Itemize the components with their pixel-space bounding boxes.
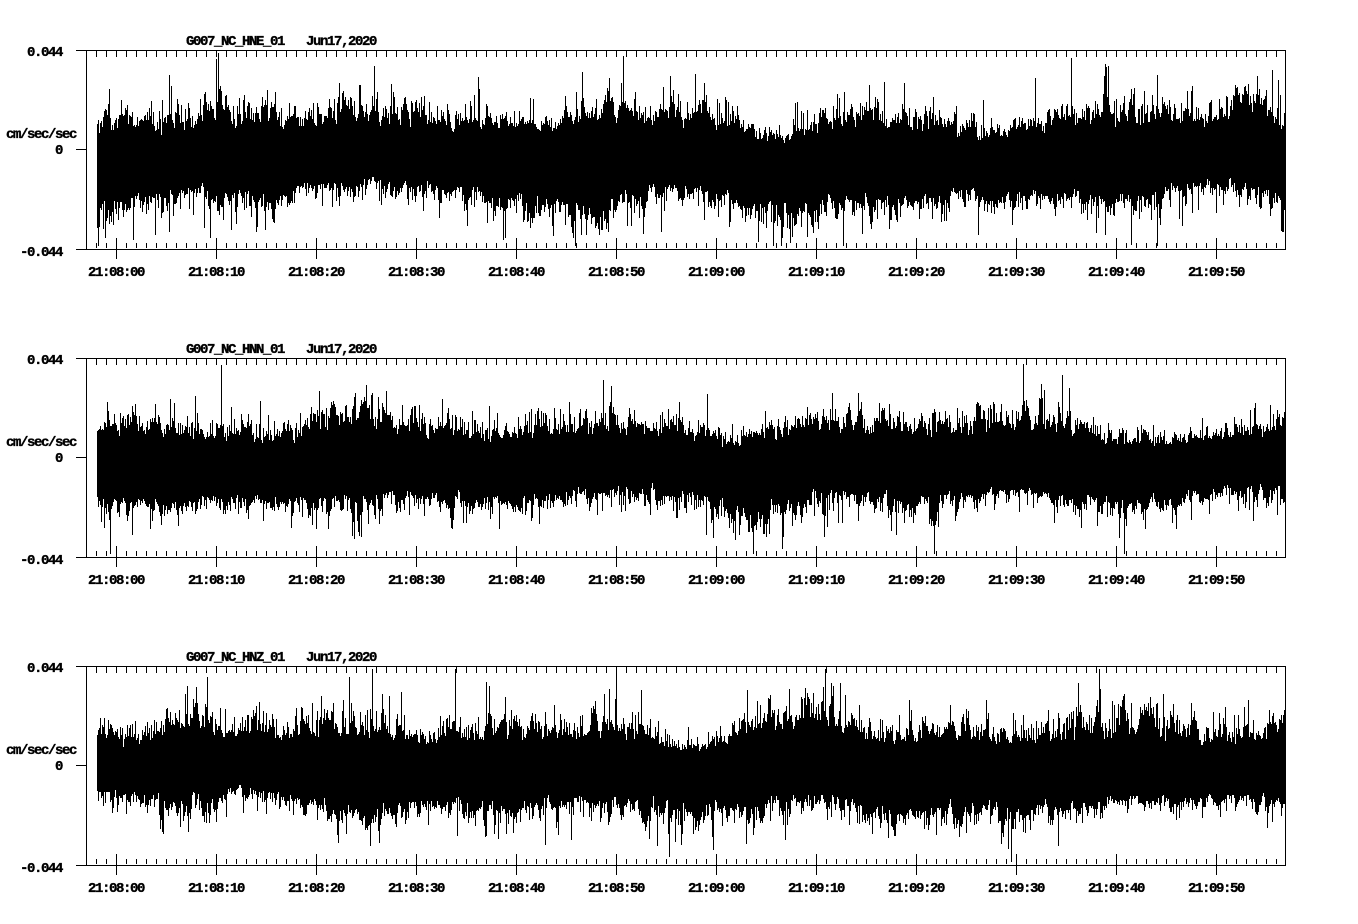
svg-text:0: 0 <box>55 451 63 467</box>
svg-text:cm/sec/sec: cm/sec/sec <box>6 743 77 759</box>
svg-text:-0.044: -0.044 <box>20 861 63 877</box>
svg-text:cm/sec/sec: cm/sec/sec <box>6 127 77 143</box>
svg-text:21:09:40: 21:09:40 <box>1088 881 1145 897</box>
svg-text:G007_NC_HNZ_01: G007_NC_HNZ_01 <box>186 650 285 666</box>
svg-text:21:09:00: 21:09:00 <box>688 881 745 897</box>
svg-text:21:09:20: 21:09:20 <box>888 265 945 281</box>
svg-text:21:08:30: 21:08:30 <box>388 573 445 589</box>
svg-text:21:08:50: 21:08:50 <box>588 573 645 589</box>
svg-text:0: 0 <box>55 143 63 159</box>
svg-text:21:08:00: 21:08:00 <box>88 881 145 897</box>
svg-text:Jun17,2020: Jun17,2020 <box>306 342 377 358</box>
svg-text:21:09:30: 21:09:30 <box>988 881 1045 897</box>
svg-text:21:09:40: 21:09:40 <box>1088 265 1145 281</box>
svg-text:G007_NC_HNE_01: G007_NC_HNE_01 <box>186 34 285 50</box>
svg-text:-0.044: -0.044 <box>20 553 63 569</box>
svg-text:21:09:50: 21:09:50 <box>1188 881 1245 897</box>
svg-text:21:09:40: 21:09:40 <box>1088 573 1145 589</box>
svg-text:21:08:10: 21:08:10 <box>188 573 245 589</box>
svg-text:21:08:50: 21:08:50 <box>588 881 645 897</box>
svg-text:cm/sec/sec: cm/sec/sec <box>6 435 77 451</box>
svg-text:21:08:30: 21:08:30 <box>388 265 445 281</box>
svg-text:21:09:00: 21:09:00 <box>688 573 745 589</box>
svg-text:21:09:00: 21:09:00 <box>688 265 745 281</box>
svg-text:21:08:00: 21:08:00 <box>88 265 145 281</box>
svg-text:21:08:10: 21:08:10 <box>188 881 245 897</box>
svg-text:21:08:40: 21:08:40 <box>488 881 545 897</box>
svg-text:0.044: 0.044 <box>27 45 63 61</box>
svg-text:G007_NC_HNN_01: G007_NC_HNN_01 <box>186 342 285 358</box>
svg-text:21:08:20: 21:08:20 <box>288 573 345 589</box>
svg-text:0.044: 0.044 <box>27 353 63 369</box>
svg-text:Jun17,2020: Jun17,2020 <box>306 650 377 666</box>
svg-text:21:08:00: 21:08:00 <box>88 573 145 589</box>
svg-text:21:08:50: 21:08:50 <box>588 265 645 281</box>
svg-text:21:09:30: 21:09:30 <box>988 573 1045 589</box>
svg-text:Jun17,2020: Jun17,2020 <box>306 34 377 50</box>
svg-text:21:09:10: 21:09:10 <box>788 573 845 589</box>
svg-text:0.044: 0.044 <box>27 661 63 677</box>
svg-text:21:09:10: 21:09:10 <box>788 881 845 897</box>
svg-text:-0.044: -0.044 <box>20 245 63 261</box>
svg-text:21:08:40: 21:08:40 <box>488 573 545 589</box>
svg-text:21:09:50: 21:09:50 <box>1188 265 1245 281</box>
svg-text:21:09:10: 21:09:10 <box>788 265 845 281</box>
svg-text:21:08:20: 21:08:20 <box>288 265 345 281</box>
svg-text:21:08:40: 21:08:40 <box>488 265 545 281</box>
svg-text:21:08:10: 21:08:10 <box>188 265 245 281</box>
svg-text:21:09:30: 21:09:30 <box>988 265 1045 281</box>
svg-text:0: 0 <box>55 759 63 775</box>
svg-text:21:08:30: 21:08:30 <box>388 881 445 897</box>
svg-text:21:09:50: 21:09:50 <box>1188 573 1245 589</box>
svg-text:21:09:20: 21:09:20 <box>888 881 945 897</box>
svg-text:21:09:20: 21:09:20 <box>888 573 945 589</box>
svg-text:21:08:20: 21:08:20 <box>288 881 345 897</box>
